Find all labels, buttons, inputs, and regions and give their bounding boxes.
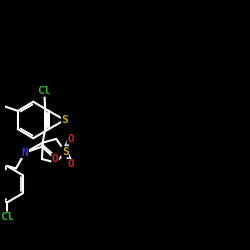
Text: S: S [62,147,68,157]
Text: O: O [52,154,59,164]
Text: O: O [67,134,74,144]
Text: O: O [67,160,74,170]
Text: Cl: Cl [38,86,51,96]
Text: S: S [62,115,68,125]
Text: N: N [22,148,28,158]
Text: Cl: Cl [0,212,14,222]
